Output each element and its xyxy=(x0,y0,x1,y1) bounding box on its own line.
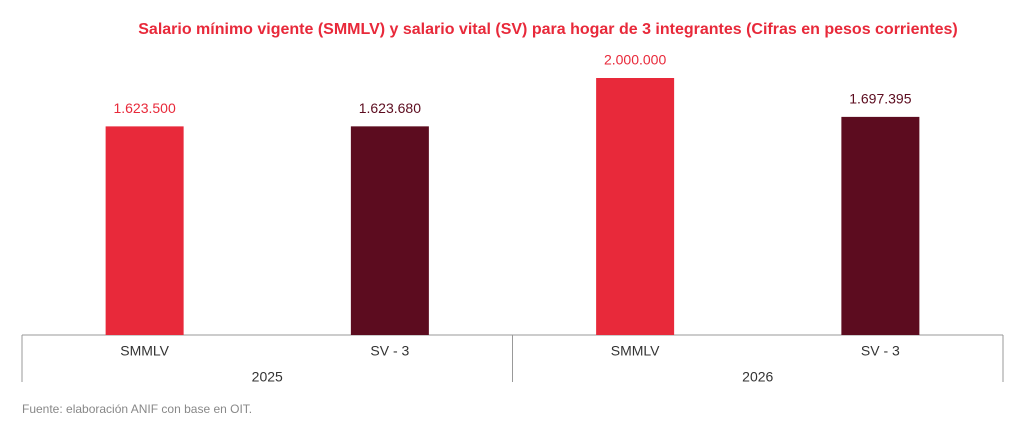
bar xyxy=(841,116,920,336)
x-tick-label: SMMLV xyxy=(120,343,169,359)
group-label: 2025 xyxy=(252,369,283,385)
bar xyxy=(105,126,184,335)
x-tick-label: SMMLV xyxy=(611,343,660,359)
value-label: 2.000.000 xyxy=(604,52,666,68)
bar xyxy=(350,126,429,335)
value-label: 1.697.395 xyxy=(849,91,911,107)
chart-title: Salario mínimo vigente (SMMLV) y salario… xyxy=(138,21,957,38)
group-label: 2026 xyxy=(742,369,773,385)
x-tick-label: SV - 3 xyxy=(861,343,900,359)
bar xyxy=(596,78,675,335)
value-label: 1.623.680 xyxy=(359,100,421,116)
value-label: 1.623.500 xyxy=(113,100,175,116)
source-note: Fuente: elaboración ANIF con base en OIT… xyxy=(22,402,252,416)
x-tick-label: SV - 3 xyxy=(370,343,409,359)
